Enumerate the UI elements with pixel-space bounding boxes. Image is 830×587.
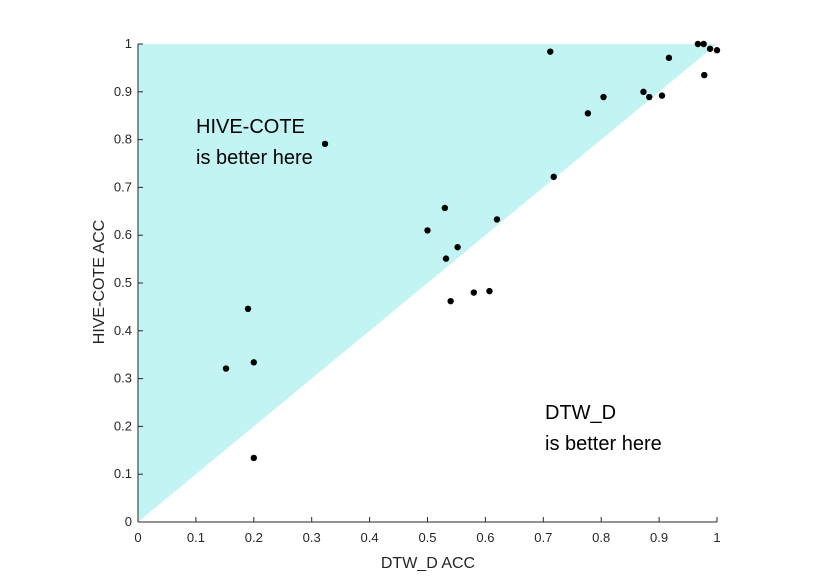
- data-point: [442, 255, 450, 262]
- data-point: [470, 289, 478, 296]
- data-point: [700, 40, 707, 48]
- x-tick-label: 0.9: [650, 530, 668, 545]
- data-point: [646, 93, 653, 101]
- x-axis-ticks: 0 0.1 0.2 0.3 0.4 0.5 0.6 0.7 0.8 0.9 1: [134, 517, 721, 545]
- annotation-dtw-d-line1: DTW_D: [545, 402, 616, 424]
- x-tick-label: 0.8: [592, 530, 610, 545]
- data-point: [250, 359, 257, 366]
- data-point: [600, 93, 607, 101]
- y-tick-label: 1: [125, 36, 132, 51]
- y-tick-label: 0.8: [114, 132, 132, 147]
- data-point: [706, 45, 714, 52]
- x-tick-label: 0.3: [303, 530, 321, 545]
- y-axis-ticks: 0 0.1 0.2 0.3 0.4 0.5 0.6 0.7 0.8 0.9 1: [114, 36, 143, 529]
- data-point: [454, 243, 461, 251]
- x-tick-label: 0.6: [476, 530, 494, 545]
- data-point: [547, 48, 554, 55]
- data-point: [493, 216, 501, 223]
- data-points: [222, 40, 721, 462]
- annotation-dtw-d-line2: is better here: [545, 433, 662, 455]
- y-tick-label: 0: [125, 514, 132, 529]
- data-point: [658, 92, 666, 99]
- data-point: [640, 88, 647, 96]
- data-point: [694, 40, 702, 48]
- data-point: [441, 204, 449, 212]
- data-point: [321, 140, 329, 148]
- x-tick-label: 0: [134, 530, 141, 545]
- y-tick-label: 0.9: [114, 84, 132, 99]
- y-tick-label: 0.2: [114, 418, 132, 433]
- data-point: [665, 54, 673, 62]
- data-point: [244, 305, 252, 313]
- y-axis-label: HIVE-COTE ACC: [91, 220, 108, 344]
- x-tick-label: 0.5: [418, 530, 436, 545]
- data-point: [486, 287, 493, 295]
- y-tick-label: 0.6: [114, 227, 132, 242]
- data-point: [250, 454, 257, 462]
- x-tick-label: 0.7: [534, 530, 552, 545]
- x-tick-label: 0.4: [361, 530, 379, 545]
- x-tick-label: 0.2: [245, 530, 263, 545]
- x-tick-label: 1: [713, 530, 720, 545]
- data-point: [713, 47, 721, 54]
- y-tick-label: 0.7: [114, 179, 132, 194]
- data-point: [550, 173, 557, 181]
- y-tick-label: 0.1: [114, 466, 132, 481]
- annotation-hive-cote-line2: is better here: [196, 147, 313, 169]
- x-tick-label: 0.1: [187, 530, 205, 545]
- x-axis-label: DTW_D ACC: [381, 555, 475, 572]
- data-point: [447, 297, 454, 305]
- annotation-hive-cote-line1: HIVE-COTE: [196, 116, 305, 138]
- y-tick-label: 0.3: [114, 371, 132, 386]
- y-tick-label: 0.4: [114, 323, 132, 338]
- data-point: [584, 110, 592, 117]
- data-point: [424, 227, 431, 234]
- hive-cote-better-region: [138, 44, 717, 522]
- data-point: [701, 71, 708, 79]
- y-tick-label: 0.5: [114, 275, 132, 290]
- data-point: [222, 365, 230, 372]
